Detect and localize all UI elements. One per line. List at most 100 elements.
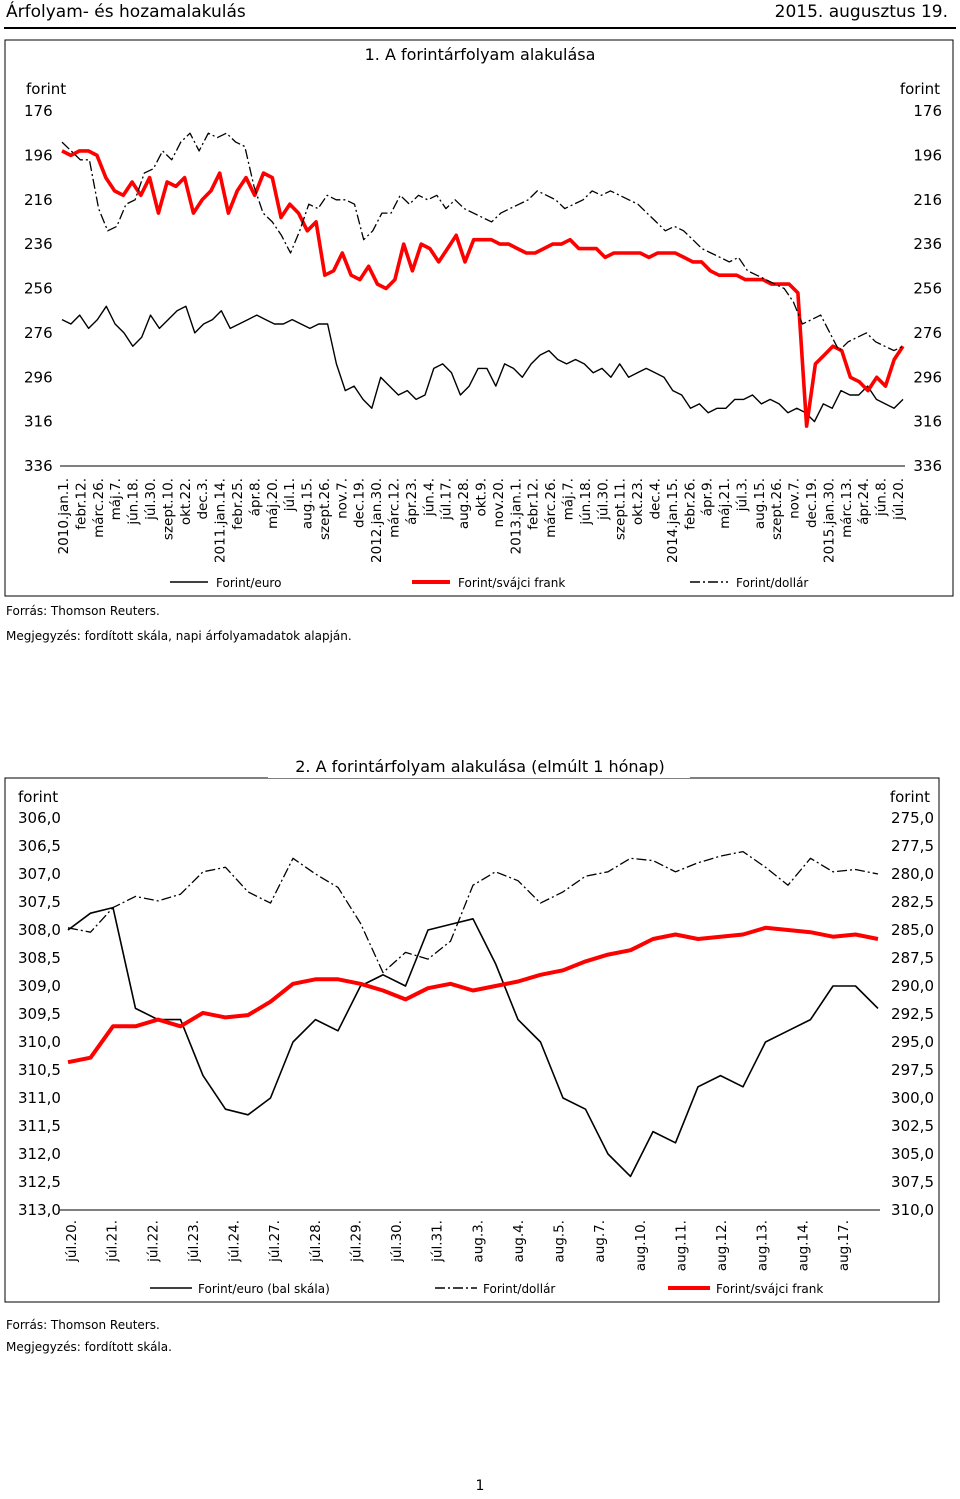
chart2-y-tick-left: 309,0	[18, 977, 61, 995]
chart1-x-tick-label: dec.19.	[804, 478, 820, 528]
chart1-x-tick-label: aug.15.	[752, 478, 768, 529]
chart1-x-tick-label: júl.30.	[595, 478, 611, 521]
chart1-y-tick-left: 256	[24, 280, 53, 298]
chart2-y-tick-left: 307,5	[18, 893, 61, 911]
chart2-x-tick-label: aug.14.	[795, 1220, 811, 1271]
chart1-y-unit-left: forint	[26, 80, 66, 98]
chart1-x-tick-label: márc.26.	[543, 478, 559, 538]
chart1-legend-label: Forint/euro	[216, 576, 281, 590]
chart1-y-tick-left: 216	[24, 191, 53, 209]
chart1-y-tick-right: 336	[913, 457, 942, 475]
chart2-title: 2. A forintárfolyam alakulása (elmúlt 1 …	[295, 757, 664, 776]
chart2-y-tick-right: 285,0	[891, 921, 934, 939]
header-rule	[4, 27, 956, 29]
chart1-x-tick-label: nov.7.	[787, 478, 803, 519]
chart2-y-tick-left: 311,0	[18, 1089, 61, 1107]
chart2-x-tick-label: aug.5.	[552, 1220, 568, 1263]
chart2-y-tick-right: 297,5	[891, 1061, 934, 1079]
chart2-y-unit-left: forint	[18, 788, 58, 806]
chart1-x-tick-label: dec.3.	[195, 478, 211, 519]
chart1-x-tick-label: márc.13.	[839, 478, 855, 538]
chart1-x-tick-label: 2010.jan.1.	[56, 478, 72, 554]
chart1-legend-label: Forint/svájci frank	[458, 576, 565, 590]
chart1-series-forint-svajci-frank	[61, 149, 905, 428]
chart2-x-tick-label: júl.31.	[430, 1220, 446, 1263]
chart1-x-tick-label: dec.19.	[352, 478, 368, 528]
chart1-x-tick-label: szept.26.	[317, 478, 333, 540]
chart2-y-tick-left: 306,5	[18, 837, 61, 855]
chart2-legend-label: Forint/dollár	[483, 1282, 555, 1296]
chart2-x-tick-label: júl.23.	[186, 1220, 202, 1263]
chart1-x-tick-label: júl.3.	[734, 478, 750, 512]
chart2-x-tick-label: aug.17.	[836, 1220, 852, 1271]
chart2-y-tick-right: 280,0	[891, 865, 934, 883]
chart1-x-tick-label: ápr.9.	[700, 478, 716, 516]
chart-forint-exchange-rate: 1. A forintárfolyam alakulása forint forin…	[4, 39, 954, 597]
chart1-x-tick-label: júl.17.	[439, 478, 455, 521]
chart2-series-forint-euro-bal-skala	[67, 906, 879, 1178]
chart2-source: Forrás: Thomson Reuters.	[6, 1318, 160, 1332]
chart1-x-tick-label: ápr.23.	[404, 478, 420, 525]
chart1-y-tick-right: 276	[913, 324, 942, 342]
chart1-x-tick-label: ápr.24.	[856, 478, 872, 525]
chart1-x-tick-label: júl.30.	[143, 478, 159, 521]
chart2-y-tick-right: 310,0	[891, 1201, 934, 1219]
chart2-x-tick-label: júl.27.	[267, 1220, 283, 1263]
chart-forint-exchange-rate-1-month: 2. A forintárfolyam alakulása (elmúlt 1 …	[4, 754, 940, 1303]
chart1-x-tick-label: 2011.jan.14.	[213, 478, 229, 563]
chart2-y-unit-right: forint	[890, 788, 930, 806]
chart2-series-forint-dollar	[67, 850, 879, 974]
chart2-y-tick-left: 306,0	[18, 809, 61, 827]
chart1-x-tick-label: júl.20.	[891, 478, 907, 521]
chart1-y-tick-left: 276	[24, 324, 53, 342]
chart2-x-tick-label: aug.4.	[511, 1220, 527, 1263]
chart2-y-tick-left: 312,5	[18, 1173, 61, 1191]
page-number: 1	[475, 1478, 485, 1494]
chart1-source: Forrás: Thomson Reuters.	[6, 604, 160, 618]
chart1-y-tick-right: 256	[913, 280, 942, 298]
chart2-x-tick-label: aug.13.	[755, 1220, 771, 1271]
chart2-y-tick-right: 295,0	[891, 1033, 934, 1051]
chart2-title-bg	[268, 754, 690, 778]
chart2-x-tick-label: júl.20.	[64, 1220, 80, 1263]
chart2-x-tick-label: aug.7.	[592, 1220, 608, 1263]
chart2-x-tick-label: aug.11.	[674, 1220, 690, 1271]
chart1-y-tick-right: 176	[913, 102, 942, 120]
chart2-y-tick-right: 307,5	[891, 1173, 934, 1191]
chart1-x-tick-label: szept.26.	[769, 478, 785, 540]
chart2-legend-label: Forint/euro (bal skála)	[198, 1282, 330, 1296]
chart1-x-tick-label: 2013.jan.1.	[508, 478, 524, 554]
chart2-y-tick-left: 310,5	[18, 1061, 61, 1079]
chart1-x-tick-label: márc.12.	[387, 478, 403, 538]
chart1-y-tick-right: 316	[913, 413, 942, 431]
chart1-y-tick-left: 316	[24, 413, 53, 431]
chart2-y-tick-right: 282,5	[891, 893, 934, 911]
chart1-x-tick-label: máj.20.	[265, 478, 281, 529]
chart1-y-tick-left: 236	[24, 235, 53, 253]
chart1-x-tick-label: máj.7.	[561, 478, 577, 520]
chart1-x-tick-label: okt.23.	[630, 478, 646, 525]
chart1-x-tick-label: okt.9.	[474, 478, 490, 517]
chart1-x-tick-label: jún.8.	[874, 478, 890, 517]
chart1-x-tick-label: jún.4.	[421, 478, 437, 517]
chart2-y-tick-right: 277,5	[891, 837, 934, 855]
chart2-y-tick-left: 308,5	[18, 949, 61, 967]
chart2-x-tick-label: aug.10.	[633, 1220, 649, 1271]
chart1-x-tick-label: febr.26.	[682, 478, 698, 530]
chart1-x-tick-label: szept.11.	[613, 478, 629, 540]
chart2-y-tick-right: 302,5	[891, 1117, 934, 1135]
chart2-y-tick-left: 311,5	[18, 1117, 61, 1135]
chart2-y-tick-right: 275,0	[891, 809, 934, 827]
chart2-y-tick-left: 312,0	[18, 1145, 61, 1163]
chart1-x-tick-label: 2014.jan.15.	[665, 478, 681, 563]
chart1-x-tick-label: febr.12.	[73, 478, 89, 530]
chart1-legend-label: Forint/dollár	[736, 576, 808, 590]
chart1-y-tick-right: 236	[913, 235, 942, 253]
chart1-x-tick-label: nov.20.	[491, 478, 507, 528]
chart1-x-tick-label: febr.12.	[526, 478, 542, 530]
chart2-legend-label: Forint/svájci frank	[716, 1282, 823, 1296]
chart1-x-tick-label: máj.21.	[717, 478, 733, 529]
chart2-series-forint-svajci-frank	[67, 925, 879, 1065]
chart2-y-tick-left: 308,0	[18, 921, 61, 939]
chart1-x-tick-label: aug.28.	[456, 478, 472, 529]
